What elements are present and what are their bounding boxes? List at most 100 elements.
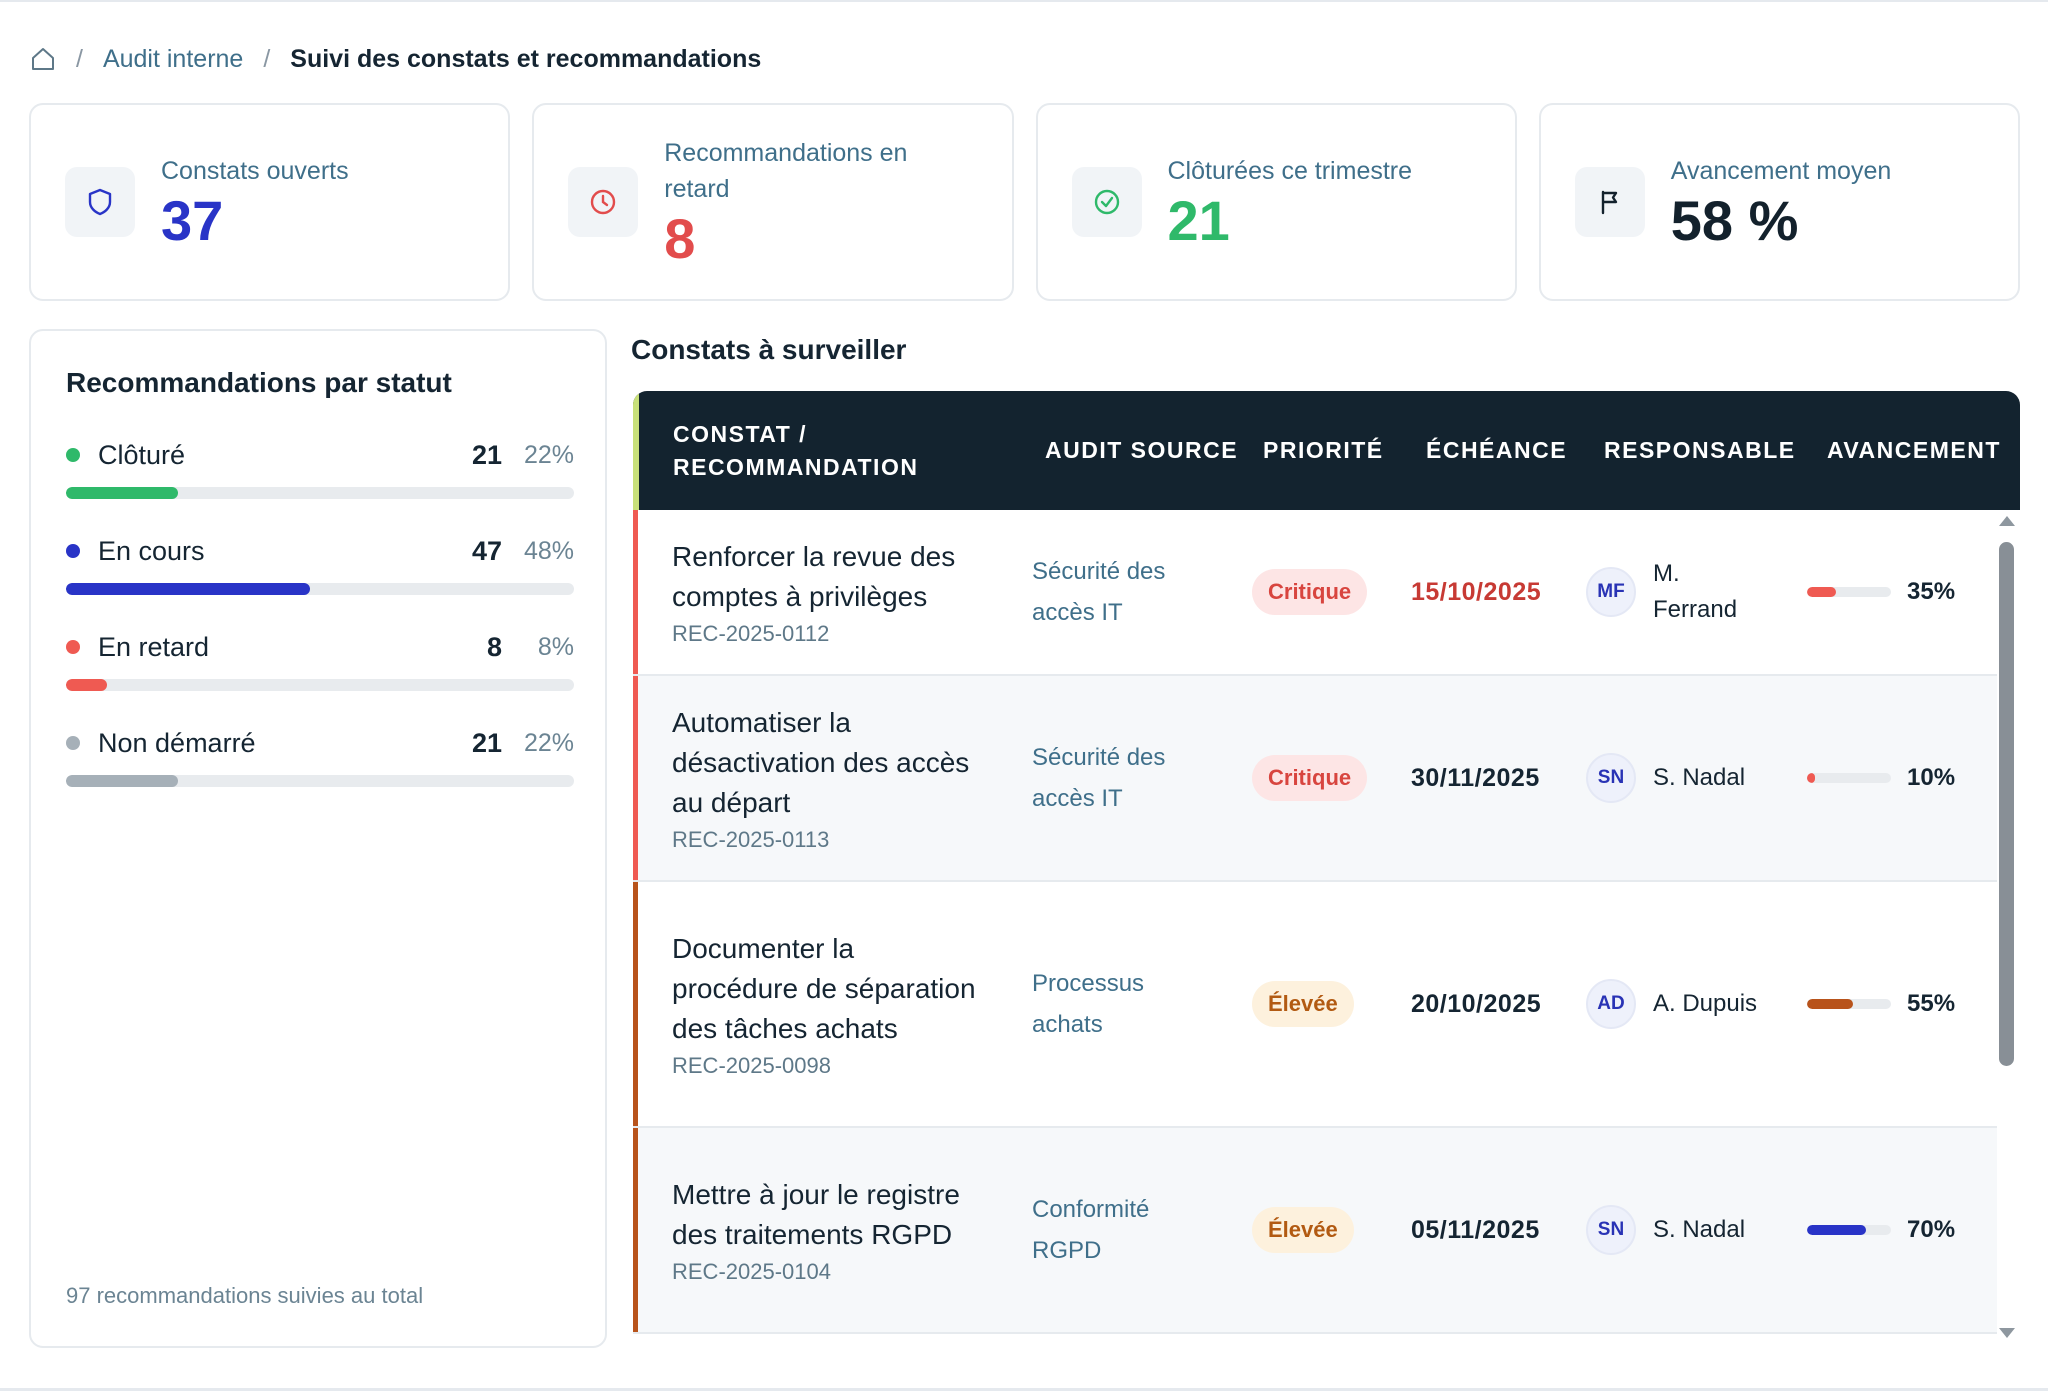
status-count: 21 [471,440,502,470]
scroll-down-arrow-icon[interactable] [1999,1328,2015,1338]
owner-name: A. Dupuis [1653,990,1758,1017]
row-progress-fill [1807,1225,1866,1235]
bottom-divider [0,1388,2048,1391]
row-progress-fill [1807,587,1837,597]
status-item-non-demarre: Non démarré 21 22% [66,719,574,787]
row-progress-track [1807,999,1891,1009]
check-circle-icon [1071,167,1142,237]
column-header-priority[interactable]: Priorité [1263,437,1384,463]
status-dot [66,448,80,462]
status-name: Clôturé [98,440,186,470]
row-progress-value: 35% [1907,578,1956,605]
kpi-label: Recommandations en retard [664,139,908,203]
column-header-progress[interactable]: Avancement [1827,437,2001,463]
row-accent [633,510,638,674]
status-count: 21 [471,728,502,758]
status-name: En cours [98,536,205,566]
avatar: SN [1586,1205,1636,1255]
status-item-en-cours: En cours 47 48% [66,527,574,595]
column-header-audit-source[interactable]: Audit source [1045,437,1239,463]
kpi-label: Avancement moyen [1670,157,1892,185]
recommendation-id: REC-2025-0112 [672,621,830,646]
status-progress-fill [66,679,107,691]
flag-icon [1574,167,1645,237]
recommendation-id: REC-2025-0113 [672,827,830,852]
column-header-owner[interactable]: Responsable [1604,437,1796,463]
table-row[interactable]: Documenter la procédure de séparation de… [633,882,1997,1128]
table-section-title: Constats à surveiller [631,334,907,365]
audit-source: Processus achats [1032,970,1145,1038]
status-dot [66,640,80,654]
row-progress-track [1807,773,1891,783]
scrollbar-thumb[interactable] [1999,542,2014,1066]
home-icon[interactable] [30,46,56,72]
row-progress-fill [1807,773,1816,783]
kpi-label: Clôturées ce trimestre [1167,157,1413,185]
kpi-value: 58 % [1670,189,1799,252]
status-percent: 8% [537,633,574,661]
priority-badge: Critique [1252,755,1368,801]
table-row[interactable]: Mettre à jour le registre des traitement… [633,1128,1997,1334]
status-item-en-retard: En retard 8 8% [66,623,574,691]
breadcrumb-current: Suivi des constats et recommandations [290,44,762,73]
audit-source: Sécurité des accès IT [1032,558,1166,626]
priority-badge: Critique [1252,569,1368,615]
row-accent [633,1128,638,1332]
status-progress-track [66,679,574,691]
avatar: SN [1586,753,1636,803]
status-dot [66,544,80,558]
recommendation-title[interactable]: Documenter la procédure de séparation de… [672,933,976,1044]
row-progress-track [1807,587,1891,597]
status-progress-fill [66,583,310,595]
recommendation-title[interactable]: Renforcer la revue des comptes à privilè… [672,541,956,612]
status-panel-footer: 97 recommandations suivies au total [66,1283,424,1308]
row-progress-value: 10% [1907,764,1956,791]
recommendation-title[interactable]: Automatiser la désactivation des accès a… [672,707,970,818]
row-progress-value: 55% [1907,990,1956,1017]
breadcrumb-separator: / [76,44,83,73]
table-row[interactable]: Automatiser la désactivation des accès a… [633,676,1997,882]
audit-source: Sécurité des accès IT [1032,744,1166,812]
kpi-row: Constats ouverts 37 Recommandations en r… [29,103,2020,301]
row-accent [633,882,638,1126]
owner-name: M. Ferrand [1653,560,1738,623]
status-percent: 22% [523,441,574,469]
due-date: 15/10/2025 [1411,577,1542,606]
kpi-card-average-progress: Avancement moyen 58 % [1538,103,2020,301]
kpi-label: Constats ouverts [161,157,349,185]
table-row[interactable]: Renforcer la revue des comptes à privilè… [633,510,1997,676]
recommendation-id: REC-2025-0098 [672,1053,831,1078]
recommendation-title[interactable]: Mettre à jour le registre des traitement… [672,1179,960,1250]
due-date: 30/11/2025 [1411,763,1540,792]
row-progress-fill [1807,999,1854,1009]
status-progress-track [66,583,574,595]
status-name: Non démarré [98,728,256,758]
audit-source: Conformité RGPD [1032,1196,1150,1264]
kpi-value: 8 [664,207,696,270]
kpi-card-open-findings: Constats ouverts 37 [29,103,511,301]
status-progress-track [66,775,574,787]
column-header-recommendation[interactable]: Constat / recommandation [673,420,919,480]
status-name: En retard [98,632,210,662]
scroll-up-arrow-icon[interactable] [1999,516,2015,526]
status-dot [66,736,80,750]
kpi-value: 37 [161,189,224,252]
table-scrollbar[interactable] [1994,510,2020,1348]
row-accent [633,676,638,880]
status-progress-fill [66,775,178,787]
owner-name: S. Nadal [1653,1216,1746,1243]
owner-name: S. Nadal [1653,764,1746,791]
breadcrumb-separator: / [263,44,271,73]
priority-badge: Élevée [1252,981,1354,1027]
recommendation-id: REC-2025-0104 [672,1259,831,1284]
top-divider [0,0,2048,2]
priority-badge: Élevée [1252,1207,1354,1253]
breadcrumb: / Audit interne / Suivi des constats et … [30,42,761,76]
column-header-due-date[interactable]: Échéance [1426,437,1568,463]
breadcrumb-item-audit-interne[interactable]: Audit interne [102,44,244,73]
status-count: 47 [471,536,502,566]
status-progress-track [66,487,574,499]
avatar: MF [1586,567,1636,617]
status-progress-fill [66,487,178,499]
due-date: 20/10/2025 [1411,989,1542,1018]
